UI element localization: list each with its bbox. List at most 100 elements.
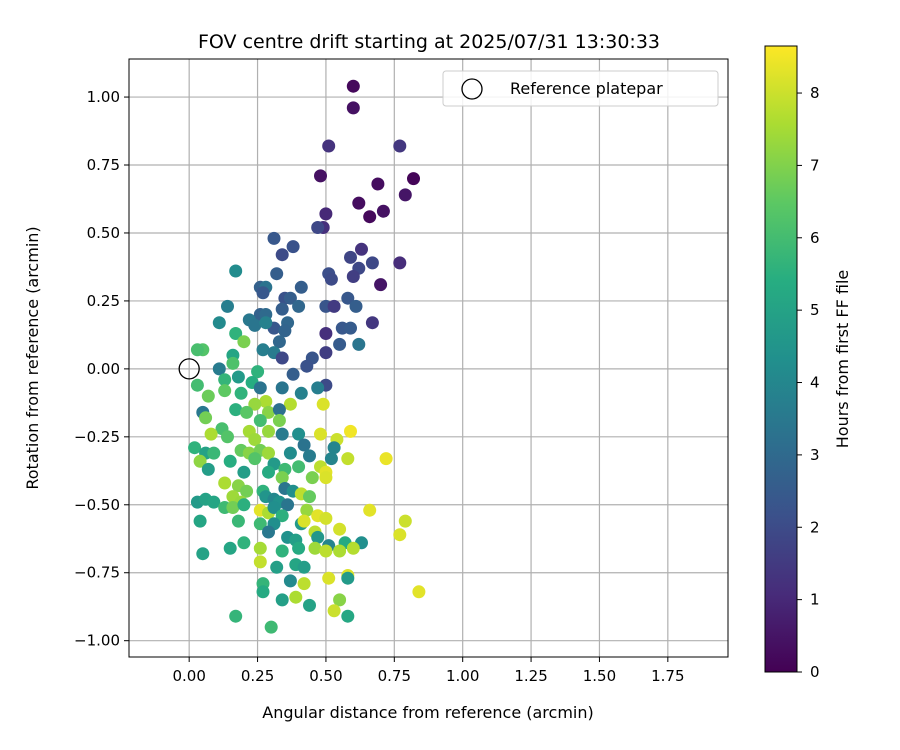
scatter-point (262, 525, 275, 539)
y-tick-label: −0.50 (74, 496, 120, 514)
scatter-point (226, 501, 240, 514)
scatter-point (379, 452, 393, 466)
scatter-point (223, 541, 237, 555)
scatter-point (292, 460, 306, 474)
scatter-point (333, 544, 347, 558)
scatter-point (264, 620, 278, 634)
scatter-point (226, 356, 240, 370)
scatter-point (286, 240, 300, 254)
scatter-point (231, 514, 245, 528)
scatter-point (297, 514, 311, 528)
x-tick-label: 0.25 (241, 667, 274, 685)
scatter-point (190, 378, 204, 392)
x-tick-label: 0.75 (378, 667, 411, 685)
scatter-point (272, 335, 286, 349)
scatter-point (346, 541, 360, 555)
scatter-point (316, 397, 330, 411)
colorbar-label: Hours from first FF file (833, 270, 852, 449)
scatter-point (231, 370, 245, 384)
scatter-point (333, 337, 347, 351)
colorbar (764, 45, 798, 673)
scatter-point (278, 324, 292, 338)
scatter-point (346, 101, 360, 115)
scatter-point (327, 604, 341, 618)
scatter-point (333, 593, 347, 607)
scatter-point (346, 270, 360, 283)
scatter-point (212, 316, 226, 330)
scatter-point (355, 242, 368, 256)
scatter-point (412, 585, 426, 599)
scatter-point (283, 446, 297, 460)
scatter-point (229, 403, 243, 417)
scatter-point (398, 188, 412, 202)
scatter-point (398, 514, 412, 528)
scatter-point (207, 446, 221, 460)
colorbar-ticks: 0 1 2 3 4 5 6 7 8 (797, 84, 820, 681)
scatter-point (407, 172, 420, 186)
scatter-point (253, 381, 267, 395)
colorbar-tick-label: 8 (810, 84, 820, 102)
colorbar-tick-label: 6 (810, 229, 820, 247)
scatter-point (297, 560, 311, 574)
x-tick-label: 1.25 (514, 667, 547, 685)
y-tick-label: −1.00 (74, 632, 120, 650)
y-axis-label: Rotation from reference (arcmin) (23, 226, 42, 489)
scatter-point (374, 278, 388, 292)
chart-title: FOV centre drift starting at 2025/07/31 … (198, 31, 660, 53)
scatter-point (248, 397, 262, 411)
y-tick-label: 0.50 (87, 224, 120, 242)
scatter-point (218, 476, 232, 490)
plot-frame (128, 58, 729, 658)
scatter-point (267, 231, 281, 245)
y-tick-label: 1.00 (87, 88, 120, 106)
scatter-point (352, 196, 366, 210)
scatter-point (253, 555, 267, 569)
scatter-point (248, 433, 262, 446)
scatter-point (327, 441, 341, 455)
scatter-point (221, 430, 234, 444)
scatter-point (253, 414, 267, 427)
legend: Reference platepar (442, 70, 719, 107)
scatter-point (240, 405, 254, 419)
colorbar-tick-label: 3 (810, 446, 820, 464)
y-tick-label: 0.75 (87, 156, 120, 174)
scatter-point (344, 424, 357, 438)
scatter-point (221, 299, 234, 313)
scatter-point (218, 373, 232, 387)
scatter-point (188, 441, 202, 455)
scatter-point (267, 501, 281, 514)
scatter-point (283, 397, 297, 411)
scatter-point (376, 204, 390, 218)
scatter-point (248, 452, 262, 466)
scatter-point (234, 386, 248, 400)
x-tick-label: 0.50 (309, 667, 342, 685)
scatter-point (363, 503, 377, 517)
scatter-point (281, 498, 295, 512)
scatter-point (275, 351, 289, 365)
scatter-point (262, 424, 275, 438)
scatter-point (314, 427, 327, 441)
scatter-point (240, 484, 254, 498)
colorbar-tick-label: 2 (810, 518, 820, 536)
scatter-point (365, 256, 379, 270)
scatter-point (333, 522, 347, 536)
scatter-point (327, 299, 341, 313)
scatter-point (341, 452, 355, 466)
scatter-point (371, 177, 385, 191)
scatter-point (393, 139, 407, 153)
scatter-point (223, 454, 237, 468)
scatter-point (297, 577, 311, 591)
scatter-point (275, 302, 289, 316)
y-tick-label: 0.00 (87, 360, 120, 378)
scatter-point (256, 286, 270, 300)
scatter-point (303, 490, 316, 504)
reference-platepar-marker (178, 358, 200, 380)
scatter-point (311, 381, 325, 395)
scatter-point (229, 327, 243, 340)
scatter-point (248, 318, 262, 332)
scatter-point (237, 536, 251, 550)
scatter-point (229, 264, 243, 278)
scatter-point (319, 327, 333, 340)
